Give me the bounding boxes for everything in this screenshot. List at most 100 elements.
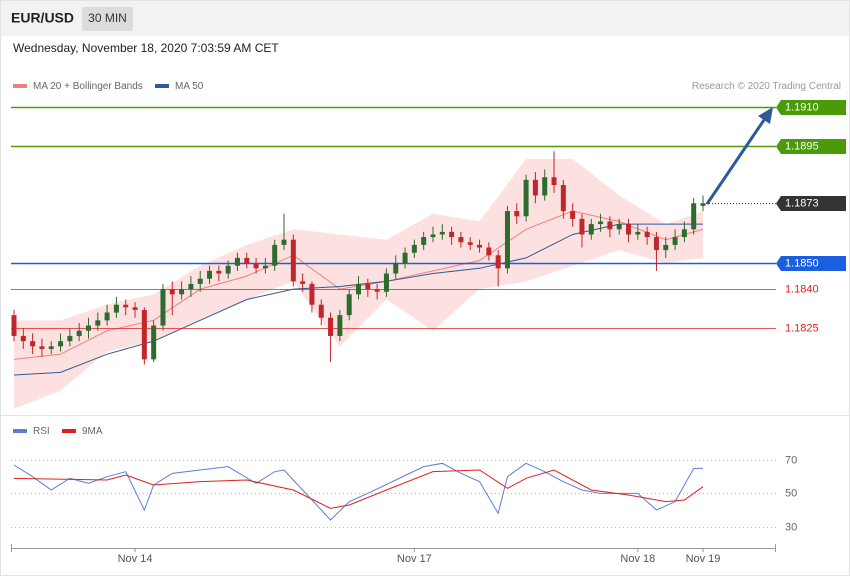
candle-body bbox=[486, 247, 492, 256]
candle-body bbox=[113, 304, 119, 313]
candle-body bbox=[30, 341, 36, 347]
level-label: 1.1825 bbox=[785, 322, 819, 334]
candle-body bbox=[393, 263, 399, 274]
candle-body bbox=[644, 231, 650, 238]
candle-body bbox=[95, 320, 101, 326]
forecast-arrowhead bbox=[758, 107, 773, 124]
candle-body bbox=[48, 346, 54, 349]
candle-body bbox=[20, 335, 26, 342]
candle-body bbox=[449, 231, 455, 238]
candle-body bbox=[244, 257, 250, 264]
candle-body bbox=[430, 234, 436, 238]
candle-body bbox=[374, 289, 380, 292]
candle-body bbox=[570, 211, 576, 219]
candle-body bbox=[76, 330, 82, 336]
candle-body bbox=[691, 203, 697, 230]
candle-body bbox=[681, 229, 687, 238]
level-label: 1.1840 bbox=[785, 283, 819, 295]
ma50-line bbox=[13, 223, 703, 376]
candle-body bbox=[300, 281, 306, 284]
x-tick-label: Nov 18 bbox=[620, 553, 655, 565]
timeframe[interactable]: 30 MIN bbox=[88, 11, 127, 25]
level-label: 1.1895 bbox=[785, 140, 819, 152]
candle-body bbox=[253, 263, 259, 269]
x-tick-label: Nov 19 bbox=[686, 553, 721, 565]
level-tag bbox=[776, 256, 846, 271]
candle-body bbox=[160, 289, 166, 326]
level-label: 1.1910 bbox=[785, 101, 819, 113]
candle-body bbox=[234, 257, 240, 266]
candle-body bbox=[532, 179, 538, 196]
candle-body bbox=[383, 273, 389, 292]
candle-body bbox=[141, 309, 147, 360]
x-tick-label: Nov 14 bbox=[118, 553, 153, 565]
legend-label: MA 50 bbox=[175, 81, 204, 92]
ma20-line bbox=[13, 210, 704, 360]
level-label: 1.1873 bbox=[785, 197, 819, 209]
candle-body bbox=[458, 237, 464, 243]
candle-body bbox=[477, 244, 483, 248]
candle-body bbox=[281, 239, 287, 245]
candle-body bbox=[169, 289, 175, 295]
candle-body bbox=[663, 244, 669, 251]
y-tick-label: 30 bbox=[785, 521, 797, 533]
candle-body bbox=[672, 237, 678, 245]
legend-label: MA 20 + Bollinger Bands bbox=[33, 81, 143, 92]
candle-body bbox=[123, 304, 129, 308]
legend-label: 9MA bbox=[82, 426, 103, 437]
candle-body bbox=[104, 312, 110, 321]
candle-body bbox=[337, 315, 343, 336]
candle-body bbox=[504, 211, 510, 269]
candle-body bbox=[179, 289, 185, 295]
candle-body bbox=[560, 185, 566, 212]
legend-swatch bbox=[62, 429, 76, 433]
candle-body bbox=[207, 270, 213, 279]
x-tick-label: Nov 17 bbox=[397, 553, 432, 565]
level-tag bbox=[776, 196, 846, 211]
candle-body bbox=[290, 239, 296, 282]
candle-body bbox=[356, 283, 361, 295]
candle-body bbox=[58, 341, 64, 347]
candle-body bbox=[151, 325, 157, 360]
candle-body bbox=[523, 179, 529, 217]
candle-body bbox=[542, 177, 548, 196]
timestamp: Wednesday, November 18, 2020 7:03:59 AM … bbox=[13, 41, 279, 55]
candle-body bbox=[11, 315, 17, 336]
candle-body bbox=[598, 221, 604, 225]
candle-body bbox=[588, 224, 594, 235]
legend-label: RSI bbox=[33, 426, 50, 437]
candle-body bbox=[132, 307, 138, 310]
y-tick-label: 70 bbox=[785, 454, 797, 466]
candle-body bbox=[225, 265, 231, 274]
credit: Research © 2020 Trading Central bbox=[692, 81, 841, 92]
candle-body bbox=[467, 242, 473, 245]
level-label: 1.1850 bbox=[785, 257, 819, 269]
symbol: EUR/USD bbox=[11, 10, 74, 26]
indicator-line bbox=[13, 469, 704, 509]
candle-body bbox=[328, 317, 334, 336]
candle-body bbox=[411, 244, 417, 253]
level-tag bbox=[776, 139, 846, 154]
candle-body bbox=[439, 231, 445, 235]
y-tick-label: 50 bbox=[785, 487, 797, 499]
timeframe-badge[interactable] bbox=[82, 7, 133, 31]
candle-body bbox=[495, 255, 501, 269]
candle-body bbox=[551, 177, 557, 186]
legend-swatch bbox=[13, 84, 27, 88]
candle-body bbox=[402, 252, 408, 264]
candle-body bbox=[514, 211, 520, 217]
candle-body bbox=[421, 237, 427, 245]
candle-body bbox=[365, 283, 371, 290]
candle-body bbox=[216, 270, 222, 274]
price-panel: 1.1910 1.1895 1.1873 1.1850 1.1840 1.1825 bbox=[11, 100, 846, 409]
candle-body bbox=[272, 244, 278, 266]
legend-swatch bbox=[155, 84, 169, 88]
candle-body bbox=[616, 224, 622, 230]
candle-body bbox=[39, 346, 45, 349]
candle-body bbox=[188, 283, 194, 290]
candle-body bbox=[262, 265, 268, 269]
indicator-line bbox=[13, 462, 703, 521]
